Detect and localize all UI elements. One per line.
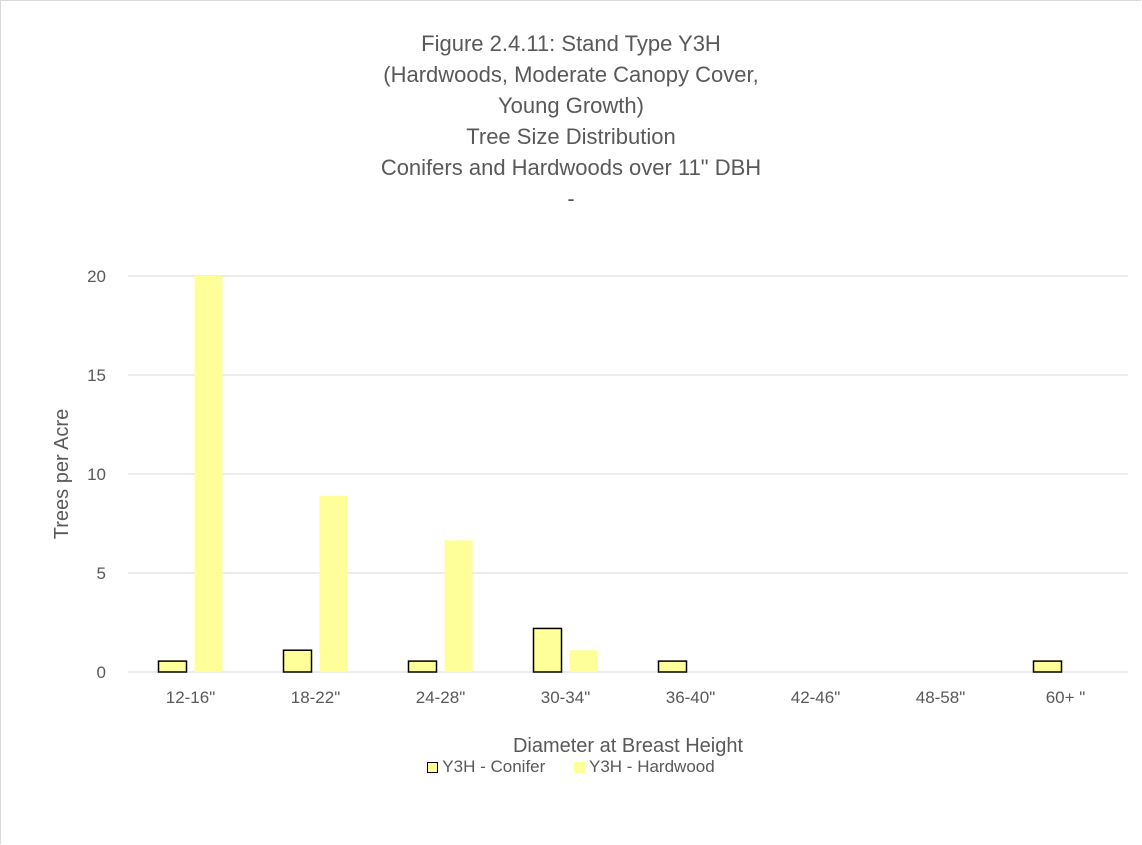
title-line-4: Tree Size Distribution bbox=[466, 124, 676, 149]
bar-hardwood-2 bbox=[444, 540, 473, 672]
bar-conifer-2 bbox=[407, 660, 438, 673]
x-tick-label-7: 60+ " bbox=[1046, 688, 1086, 707]
bar-hardwood-3 bbox=[569, 650, 598, 672]
y-tick-label-10: 10 bbox=[87, 465, 106, 484]
x-tick-label-3: 30-34" bbox=[541, 688, 591, 707]
bar-conifer-0 bbox=[157, 660, 188, 673]
gridlines bbox=[128, 275, 1128, 673]
chart-title: Figure 2.4.11: Stand Type Y3H (Hardwoods… bbox=[0, 28, 1142, 214]
y-tick-label-20: 20 bbox=[87, 267, 106, 286]
bar-hardwood-0 bbox=[194, 276, 223, 672]
legend: Y3H - Conifer Y3H - Hardwood bbox=[0, 757, 1142, 778]
y-tick-label-0: 0 bbox=[97, 663, 106, 682]
title-line-2: (Hardwoods, Moderate Canopy Cover, bbox=[383, 62, 759, 87]
bar-conifer-3 bbox=[532, 627, 563, 673]
x-tick-label-5: 42-46" bbox=[791, 688, 841, 707]
bar-conifer-1 bbox=[282, 649, 313, 673]
bar-hardwood-1 bbox=[319, 495, 348, 672]
legend-swatch-hardwood bbox=[574, 761, 586, 773]
title-line-3: Young Growth) bbox=[498, 93, 644, 118]
y-tick-label-5: 5 bbox=[97, 564, 106, 583]
x-tick-label-2: 24-28" bbox=[416, 688, 466, 707]
title-line-6: - bbox=[567, 186, 575, 211]
legend-label-hardwood: Y3H - Hardwood bbox=[589, 757, 715, 776]
bar-conifer-7 bbox=[1032, 660, 1063, 673]
legend-label-conifer: Y3H - Conifer bbox=[442, 757, 546, 776]
x-axis-title: Diameter at Breast Height bbox=[513, 735, 744, 757]
legend-swatch-conifer bbox=[427, 761, 439, 773]
tick-labels: 0 5 10 15 20 12-16" 18-22" 24-28" 30-34" 36-40" 42… bbox=[87, 267, 1085, 707]
bar-conifer-4 bbox=[657, 660, 688, 673]
y-axis-title: Trees per Acre bbox=[51, 409, 73, 539]
title-line-5: Conifers and Hardwoods over 11" DBH bbox=[380, 155, 762, 180]
y-tick-label-15: 15 bbox=[87, 366, 106, 385]
x-tick-label-6: 48-58" bbox=[916, 688, 966, 707]
x-tick-label-1: 18-22" bbox=[291, 688, 341, 707]
bars bbox=[157, 276, 1063, 673]
title-line-1: Figure 2.4.11: Stand Type Y3H bbox=[421, 31, 721, 56]
x-tick-label-0: 12-16" bbox=[166, 688, 216, 707]
legend-item-hardwood: Y3H - Hardwood bbox=[574, 757, 715, 777]
legend-item-conifer: Y3H - Conifer bbox=[427, 757, 545, 777]
x-tick-label-4: 36-40" bbox=[666, 688, 716, 707]
